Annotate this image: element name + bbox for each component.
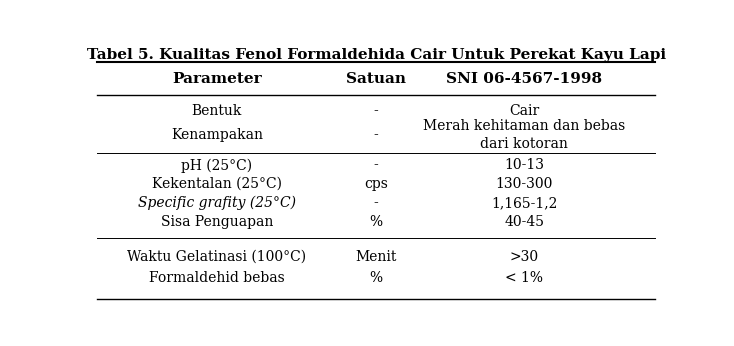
Text: 1,165-1,2: 1,165-1,2: [491, 196, 557, 210]
Text: %: %: [370, 215, 382, 229]
Text: cps: cps: [364, 177, 388, 191]
Text: -: -: [374, 196, 379, 210]
Text: 40-45: 40-45: [504, 215, 544, 229]
Text: Parameter: Parameter: [172, 72, 262, 86]
Text: 10-13: 10-13: [504, 158, 544, 172]
Text: Bentuk: Bentuk: [192, 104, 242, 118]
Text: -: -: [374, 158, 379, 172]
Text: Waktu Gelatinasi (100°C): Waktu Gelatinasi (100°C): [127, 250, 307, 264]
Text: Formaldehid bebas: Formaldehid bebas: [149, 271, 285, 285]
Text: Tabel 5. Kualitas Fenol Formaldehida Cair Untuk Perekat Kayu Lapi: Tabel 5. Kualitas Fenol Formaldehida Cai…: [87, 48, 666, 62]
Text: pH (25°C): pH (25°C): [181, 158, 252, 173]
Text: 130-300: 130-300: [495, 177, 553, 191]
Text: SNI 06-4567-1998: SNI 06-4567-1998: [446, 72, 602, 86]
Text: -: -: [374, 128, 379, 142]
Text: Cair: Cair: [509, 104, 539, 118]
Text: Sisa Penguapan: Sisa Penguapan: [161, 215, 273, 229]
Text: %: %: [370, 271, 382, 285]
Text: Merah kehitaman dan bebas
dari kotoran: Merah kehitaman dan bebas dari kotoran: [423, 119, 625, 152]
Text: >30: >30: [509, 250, 539, 264]
Text: Kenampakan: Kenampakan: [171, 128, 263, 142]
Text: Kekentalan (25°C): Kekentalan (25°C): [152, 177, 282, 191]
Text: < 1%: < 1%: [505, 271, 543, 285]
Text: Satuan: Satuan: [346, 72, 406, 86]
Text: -: -: [374, 104, 379, 118]
Text: Specific grafity (25°C): Specific grafity (25°C): [138, 196, 296, 210]
Text: Menit: Menit: [355, 250, 397, 264]
